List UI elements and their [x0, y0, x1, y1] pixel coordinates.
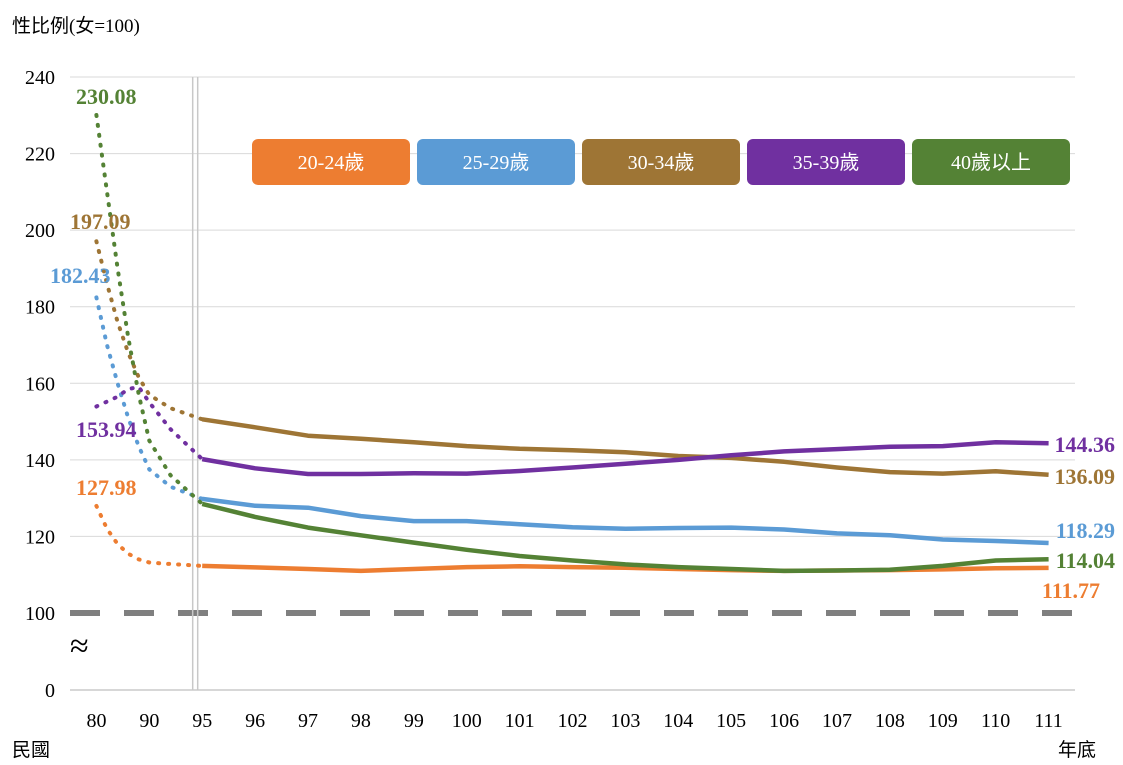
legend-item: [747, 139, 905, 185]
data-labels: 127.98 111.77 182.43 118.29 197.09 136.09 153.…: [50, 84, 1115, 603]
x-tick-label: 106: [769, 710, 799, 732]
y-tick-label: 180: [25, 297, 55, 319]
x-axis-ticks: 80 90 95 96 97 98 99 100 101 102 103 104 105 106 107 10…: [86, 710, 1062, 732]
series-solid-line: [201, 496, 1049, 546]
data-label-first: 197.09: [70, 209, 131, 234]
x-tick-label: 102: [558, 710, 588, 732]
x-tick-label: 108: [875, 710, 905, 732]
data-label-last: 114.04: [1056, 548, 1115, 573]
x-tick-label: 104: [663, 710, 693, 732]
x-tick-label: 95: [192, 710, 212, 732]
legend-label: 25-29歲: [463, 151, 530, 174]
x-axis-prefix: 民國: [12, 740, 50, 761]
y-tick-label: 140: [25, 450, 55, 472]
series-dotted-line: [94, 503, 205, 568]
series-solid-line: [201, 417, 1049, 478]
axis-break-symbol: ≈: [70, 628, 89, 665]
x-tick-label: 80: [86, 710, 106, 732]
x-tick-label: 109: [928, 710, 958, 732]
data-label-last: 136.09: [1055, 464, 1116, 489]
legend-item: [252, 139, 410, 185]
series-dotted-line: [94, 295, 205, 501]
x-tick-label: 100: [452, 710, 482, 732]
data-label-last: 118.29: [1056, 518, 1115, 543]
data-label-last: 144.36: [1055, 432, 1116, 457]
legend-label: 20-24歲: [298, 151, 365, 174]
x-tick-label: 97: [298, 710, 318, 732]
legend-label: 40歲以上: [951, 151, 1031, 174]
series-solid-line: [201, 439, 1049, 477]
x-tick-label: 98: [351, 710, 371, 732]
y-tick-label: 0: [45, 680, 55, 702]
x-tick-label: 110: [981, 710, 1010, 732]
legend-label: 35-39歲: [793, 151, 860, 174]
x-tick-label: 103: [610, 710, 640, 732]
data-label-first: 230.08: [76, 84, 137, 109]
x-tick-label: 90: [139, 710, 159, 732]
x-axis-suffix: 年底: [1058, 739, 1096, 761]
y-tick-label: 120: [25, 526, 55, 548]
data-label-first: 153.94: [76, 417, 137, 442]
y-axis-title: 性比例(女=100): [12, 15, 140, 37]
x-tick-label: 101: [505, 710, 535, 732]
legend-item: [417, 139, 575, 185]
legend: 20-24歲 25-29歲 30-34歲 35-39歲 40歲以上: [252, 139, 1070, 185]
data-label-last: 111.77: [1042, 578, 1100, 603]
series-dotted-line: [94, 239, 205, 422]
x-tick-label: 111: [1034, 710, 1063, 732]
y-tick-label: 160: [25, 373, 55, 395]
x-tick-label: 99: [404, 710, 424, 732]
series-solid-line: [201, 501, 1049, 574]
legend-label: 30-34歲: [628, 151, 695, 174]
legend-item: [582, 139, 740, 185]
series-lines: [94, 113, 1049, 574]
data-label-first: 182.43: [50, 263, 111, 288]
x-tick-label: 96: [245, 710, 265, 732]
x-tick-label: 107: [822, 710, 852, 732]
y-tick-label: 220: [25, 144, 55, 166]
x-tick-label: 105: [716, 710, 746, 732]
y-tick-label: 240: [25, 67, 55, 89]
series-dotted-line: [94, 113, 205, 506]
legend-item: [912, 139, 1070, 185]
y-tick-label: 200: [25, 220, 55, 242]
series-dotted-line: [94, 384, 205, 462]
data-label-first: 127.98: [76, 475, 137, 500]
y-tick-label: 100: [25, 603, 55, 625]
y-axis-ticks: 0 100 120 140 160 180 200 220 240: [25, 67, 55, 702]
